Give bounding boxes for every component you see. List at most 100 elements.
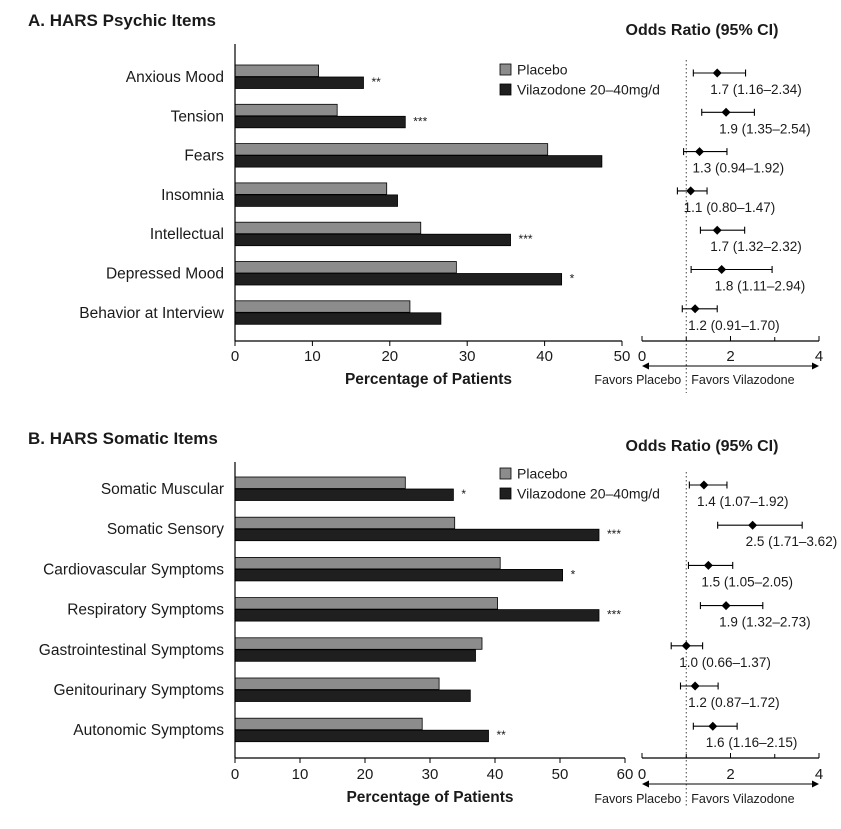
category-label: Genitourinary Symptoms — [53, 682, 224, 699]
bar-vilazodone — [234, 115, 406, 129]
significance-marker: * — [570, 272, 575, 286]
bar-placebo — [234, 557, 501, 570]
odds-ratio-point — [695, 147, 705, 157]
forest-x-tick-label: 2 — [726, 348, 734, 365]
category-label: Respiratory Symptoms — [67, 602, 224, 619]
bar-vilazodone — [234, 528, 600, 542]
legend-swatch-placebo — [499, 63, 512, 76]
x-tick-label: 0 — [231, 766, 239, 783]
x-tick-label: 10 — [304, 348, 321, 365]
x-tick-label: 50 — [552, 766, 569, 783]
bar-placebo — [234, 597, 499, 610]
category-label: Depressed Mood — [106, 266, 224, 283]
odds-ratio-label: 1.7 (1.16–2.34) — [710, 82, 802, 97]
forest-x-tick-label: 4 — [815, 766, 823, 783]
category-label: Somatic Muscular — [101, 481, 224, 498]
odds-ratio-label: 1.5 (1.05–2.05) — [701, 574, 793, 589]
x-tick-label: 30 — [422, 766, 439, 783]
favors-placebo-label: Favors Placebo — [594, 373, 681, 387]
forest-x-tick-label: 0 — [638, 348, 646, 365]
bar-vilazodone — [234, 312, 442, 325]
bar-vilazodone — [234, 76, 364, 89]
forest-title: Odds Ratio (95% CI) — [626, 22, 779, 39]
legend-label-vilazodone: Vilazodone 20–40mg/d — [517, 486, 660, 502]
x-tick-label: 60 — [617, 766, 634, 783]
bar-vilazodone — [234, 155, 603, 168]
legend-label-vilazodone: Vilazodone 20–40mg/d — [517, 82, 660, 98]
forest-x-tick-label: 4 — [815, 348, 823, 365]
odds-ratio-point — [681, 641, 691, 651]
x-axis-title: Percentage of Patients — [345, 371, 512, 388]
significance-marker: *** — [519, 232, 533, 246]
category-label: Autonomic Symptoms — [73, 722, 224, 739]
category-label: Insomnia — [161, 187, 224, 204]
x-axis-title: Percentage of Patients — [346, 789, 513, 806]
bar-placebo — [234, 300, 411, 313]
odds-ratio-label: 1.7 (1.32–2.32) — [710, 239, 802, 254]
category-label: Behavior at Interview — [79, 305, 225, 322]
category-label: Intellectual — [150, 226, 224, 243]
forest-title: Odds Ratio (95% CI) — [626, 438, 779, 455]
legend-swatch-placebo — [499, 467, 512, 480]
legend-label-placebo: Placebo — [517, 62, 568, 78]
significance-marker: * — [461, 487, 466, 501]
odds-ratio-label: 1.2 (0.91–1.70) — [688, 318, 780, 333]
bar-vilazodone — [234, 569, 564, 582]
legend-swatch-vilazodone — [499, 83, 512, 96]
odds-ratio-point — [699, 480, 709, 490]
odds-ratio-point — [712, 68, 722, 78]
forest-x-tick-label: 2 — [726, 766, 734, 783]
bar-placebo — [234, 64, 319, 77]
category-label: Gastrointestinal Symptoms — [39, 642, 224, 659]
odds-ratio-label: 1.3 (0.94–1.92) — [693, 161, 785, 176]
odds-ratio-point — [690, 681, 700, 691]
bar-placebo — [234, 261, 457, 274]
odds-ratio-point — [712, 225, 722, 235]
odds-ratio-point — [721, 601, 731, 611]
odds-ratio-point — [708, 721, 718, 731]
legend: Placebo Vilazodone 20–40mg/d — [499, 62, 660, 98]
arrow-right-icon — [812, 362, 819, 370]
bar-vilazodone — [234, 233, 511, 247]
forest-plot: Odds Ratio (95% CI) 1.4 (1.07–1.92) 2.5 (1… — [594, 438, 837, 808]
odds-ratio-label: 2.5 (1.71–3.62) — [746, 534, 838, 549]
significance-marker: *** — [607, 527, 621, 541]
significance-marker: ** — [371, 75, 381, 89]
odds-ratio-point — [686, 186, 696, 196]
bar-placebo — [234, 516, 456, 530]
panel-title: A. HARS Psychic Items — [28, 11, 216, 30]
bar-vilazodone — [234, 273, 563, 286]
x-tick-label: 50 — [614, 348, 631, 365]
bar-placebo — [234, 221, 422, 235]
bar-placebo — [234, 637, 483, 650]
odds-ratio-label: 1.6 (1.16–2.15) — [706, 735, 798, 750]
category-label: Anxious Mood — [126, 69, 224, 86]
odds-ratio-label: 1.1 (0.80–1.47) — [684, 200, 776, 215]
bar-placebo — [234, 182, 388, 195]
odds-ratio-point — [748, 520, 758, 530]
odds-ratio-label: 1.0 (0.66–1.37) — [679, 655, 771, 670]
panel-title: B. HARS Somatic Items — [28, 429, 218, 448]
bar-placebo — [234, 143, 549, 156]
significance-marker: *** — [607, 608, 621, 622]
odds-ratio-point — [721, 107, 731, 117]
x-tick-label: 30 — [459, 348, 476, 365]
bar-vilazodone — [234, 488, 454, 501]
x-tick-label: 40 — [487, 766, 504, 783]
category-label: Tension — [171, 108, 224, 125]
x-tick-label: 10 — [292, 766, 309, 783]
favors-vilazodone-label: Favors Vilazodone — [691, 792, 794, 806]
bar-vilazodone — [234, 609, 600, 622]
arrow-right-icon — [812, 780, 819, 788]
x-tick-label: 20 — [381, 348, 398, 365]
significance-marker: ** — [497, 728, 507, 742]
bar-vilazodone — [234, 729, 489, 743]
panel-b: B. HARS Somatic Items Somatic Muscular * So… — [28, 429, 837, 808]
odds-ratio-point — [717, 265, 727, 274]
significance-marker: *** — [413, 114, 427, 128]
bar-vilazodone — [234, 194, 398, 207]
odds-ratio-label: 1.9 (1.35–2.54) — [719, 121, 811, 136]
category-label: Somatic Sensory — [107, 521, 224, 538]
bar-placebo — [234, 677, 440, 690]
